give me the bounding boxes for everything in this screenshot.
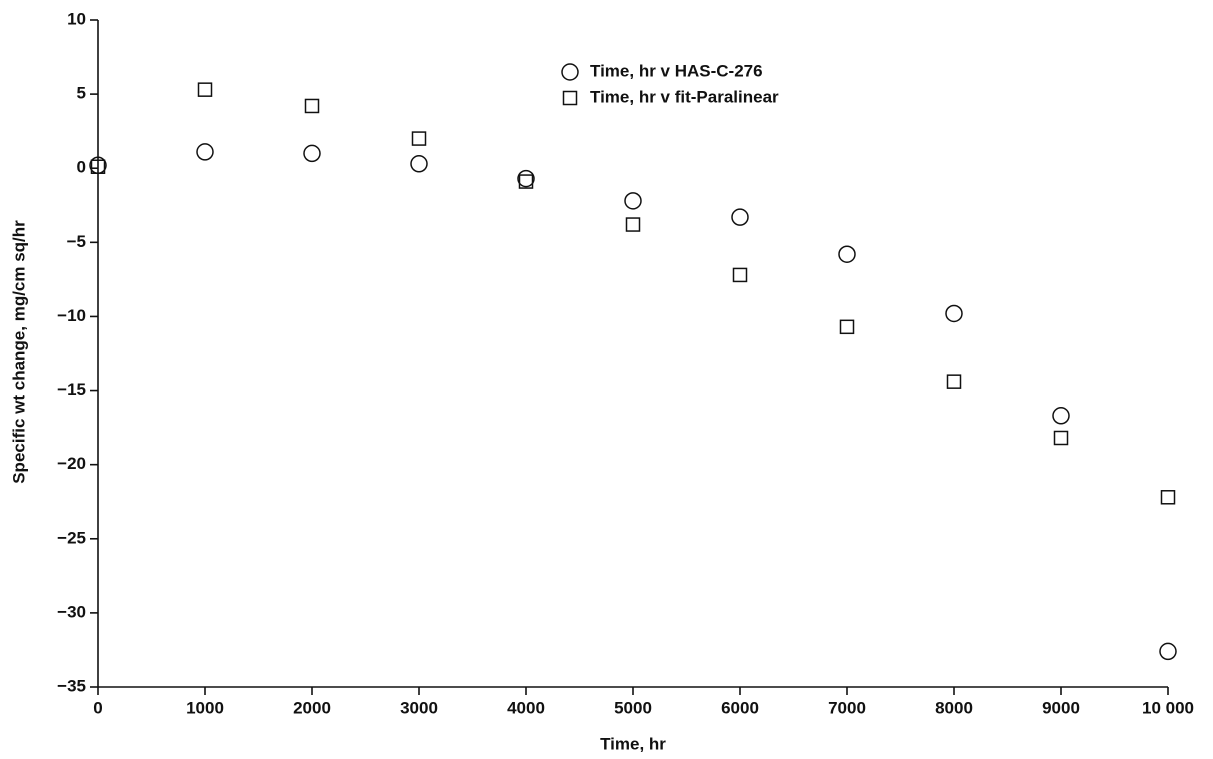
point — [1052, 407, 1070, 425]
x-axis-label: Time, hr — [600, 734, 666, 753]
point — [1053, 430, 1069, 446]
x-tick-label: 1000 — [186, 698, 224, 717]
point — [1160, 490, 1176, 505]
x-tick-label: 3000 — [400, 698, 438, 717]
legend-marker — [562, 90, 578, 106]
legend-label: Time, hr v fit-Paralinear — [590, 87, 779, 106]
x-tick-label: 10 000 — [1142, 698, 1194, 717]
y-tick-label: −20 — [57, 454, 86, 473]
point — [838, 245, 856, 263]
x-tick-label: 2000 — [293, 698, 331, 717]
x-tick-label: 4000 — [507, 698, 545, 717]
y-tick-label: 5 — [77, 84, 86, 103]
point — [90, 159, 106, 174]
x-tick-label: 9000 — [1042, 698, 1080, 717]
point — [517, 169, 535, 188]
y-tick-label: −35 — [57, 676, 86, 695]
y-tick-label: −5 — [67, 232, 86, 251]
x-tick-label: 8000 — [935, 698, 973, 717]
point — [196, 143, 214, 161]
y-tick-label: −30 — [57, 602, 86, 621]
x-tick-label: 7000 — [828, 698, 866, 717]
point — [304, 98, 320, 114]
point — [732, 267, 748, 283]
x-tick-label: 0 — [93, 698, 102, 717]
point — [197, 82, 213, 97]
point — [731, 208, 749, 226]
point — [625, 217, 641, 232]
point — [945, 304, 963, 323]
point — [411, 131, 427, 146]
y-tick-label: −25 — [57, 528, 86, 547]
point — [624, 192, 642, 210]
y-tick-label: −15 — [57, 380, 86, 399]
point — [1159, 642, 1177, 661]
point — [839, 319, 855, 335]
point — [303, 144, 321, 163]
y-tick-label: 10 — [67, 9, 86, 28]
x-tick-label: 6000 — [721, 698, 759, 717]
point — [410, 155, 428, 173]
point — [518, 174, 534, 189]
legend-marker — [561, 63, 579, 81]
y-axis-label: Specific wt change, mg/cm sq/hr — [9, 220, 28, 484]
point — [946, 374, 962, 389]
legend-label: Time, hr v HAS-C-276 — [590, 61, 763, 80]
y-tick-label: −10 — [57, 306, 86, 325]
y-tick-label: 0 — [77, 158, 86, 177]
x-tick-label: 5000 — [614, 698, 652, 717]
